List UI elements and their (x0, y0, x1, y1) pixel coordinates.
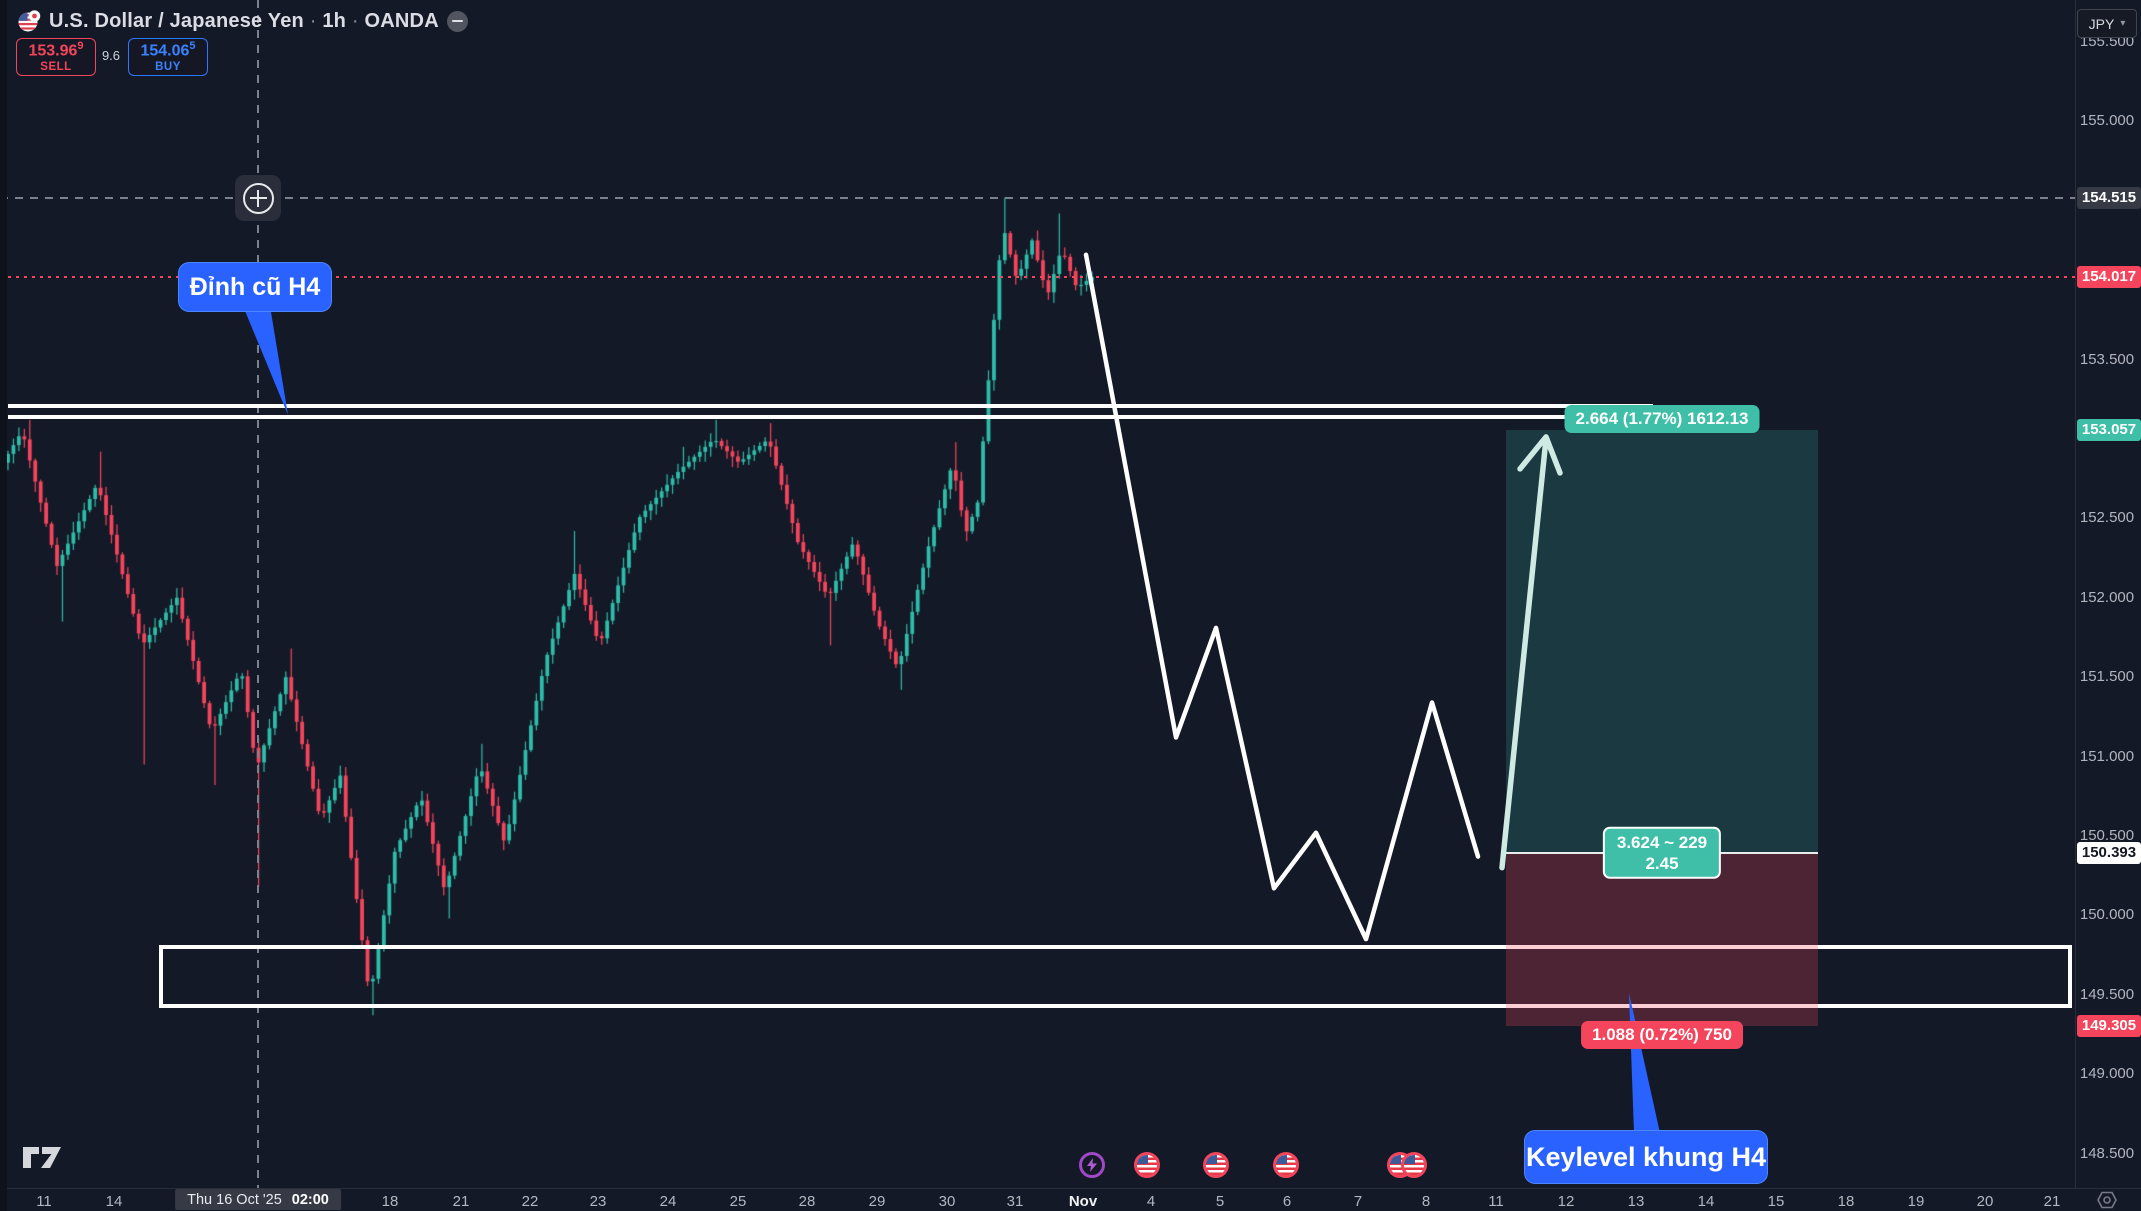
currency-label: JPY (2088, 15, 2115, 32)
position-qty-rr-label[interactable]: 3.624 ~ 229 2.45 (1602, 826, 1722, 880)
currency-selector[interactable]: JPY ▾ (2077, 9, 2137, 38)
price-tick-label: 151.500 (2079, 668, 2135, 686)
callout-keylevel-text: Keylevel khung H4 (1525, 1141, 1767, 1172)
crosshair-horizontal-line (0, 197, 2075, 200)
position-loss-zone[interactable] (1506, 852, 1818, 1026)
price-tick-label: 150.000 (2079, 906, 2135, 924)
price-tick-label: 148.500 (2079, 1144, 2135, 1162)
position-rr-text: 2.45 (1645, 853, 1679, 873)
time-tick-label: 28 (798, 1193, 816, 1210)
tooltip-time: 02:00 (291, 1191, 329, 1208)
time-tick-label: 18 (381, 1193, 399, 1210)
position-qty-text: 3.624 ~ 229 (1616, 832, 1708, 852)
price-tick-label: 149.500 (2079, 985, 2135, 1003)
position-target-label[interactable]: 2.664 (1.77%) 1612.13 (1564, 404, 1760, 433)
time-tick-label: 22 (521, 1193, 539, 1210)
price-tick-label: 149.000 (2079, 1065, 2135, 1083)
exchange-label: OANDA (364, 9, 439, 32)
sell-label: SELL (40, 60, 72, 73)
buy-price: 154.06 (140, 42, 190, 60)
time-tick-label: 7 (1353, 1193, 1363, 1210)
time-tick-label: 23 (589, 1193, 607, 1210)
price-axis-label-last-red: 154.017 (2077, 266, 2141, 289)
price-tick-label: 155.000 (2079, 112, 2135, 130)
price-tick-label: 152.000 (2079, 588, 2135, 606)
tradingview-logo[interactable] (22, 1146, 64, 1170)
time-tick-label: 11 (36, 1193, 52, 1210)
separator-dot: · (351, 9, 359, 32)
time-tick-label: 11 (1488, 1193, 1504, 1210)
time-tick-label: 15 (1767, 1193, 1785, 1210)
price-axis-label-target-teal: 153.057 (2077, 418, 2141, 441)
price-tick-label: 150.500 (2079, 826, 2135, 844)
position-profit-zone[interactable] (1506, 429, 1818, 853)
buy-price-pip: 5 (189, 40, 196, 53)
time-tick-label: 14 (105, 1193, 123, 1210)
left-toolbar-edge (0, 0, 7, 1211)
timeframe-label[interactable]: 1h (322, 9, 347, 32)
buy-label: BUY (155, 60, 181, 73)
crosshair-plus-icon (235, 175, 281, 222)
time-tick-label: 21 (452, 1193, 470, 1210)
price-tick-label: 152.500 (2079, 509, 2135, 527)
symbol-name: U.S. Dollar / Japanese Yen (49, 9, 304, 32)
price-axis[interactable]: 155.500 155.000 153.500 152.500 152.000 151.5… (2075, 0, 2141, 1188)
last-price-line (0, 276, 2075, 279)
callout-old-top-text: Đỉnh cũ H4 (189, 272, 321, 301)
symbol-header: U.S. Dollar / Japanese Yen · 1h · OANDA (18, 9, 468, 33)
event-icon-power[interactable] (1079, 1152, 1105, 1178)
time-tick-label: 8 (1421, 1193, 1431, 1210)
time-tick-label: 4 (1146, 1193, 1156, 1210)
time-tick-label: 5 (1215, 1193, 1225, 1210)
keylevel-rectangle[interactable] (159, 944, 2072, 1009)
time-tick-label: 21 (2043, 1193, 2061, 1210)
tooltip-date: Thu 16 Oct '25 (187, 1191, 282, 1208)
time-tick-label: 24 (659, 1193, 677, 1210)
time-axis[interactable]: 11 14 18 21 22 23 24 25 28 29 30 31 Nov 4 5 6 7 8 11 12 13 14… (0, 1188, 2141, 1211)
time-tick-label: 12 (1557, 1193, 1575, 1210)
time-tick-label: Nov (1068, 1193, 1098, 1210)
sell-button[interactable]: 153.969 SELL (16, 38, 96, 76)
price-tick-label: 153.500 (2079, 350, 2135, 368)
sell-price: 153.96 (28, 42, 78, 60)
event-icon-us-flag[interactable] (1203, 1152, 1229, 1178)
time-tick-label: 25 (729, 1193, 747, 1210)
separator-dot: · (309, 9, 317, 32)
key-level-line-upper[interactable] (8, 404, 1653, 409)
usdjpy-pair-icon (18, 9, 41, 31)
time-tick-label: 6 (1282, 1193, 1292, 1210)
key-level-line-lower[interactable] (8, 415, 1590, 419)
price-tick-label: 151.000 (2079, 747, 2135, 765)
crosshair-vertical-line (257, 0, 259, 1188)
hide-status-icon[interactable] (446, 10, 468, 32)
chart-plot-area[interactable]: 2.664 (1.77%) 1612.13 3.624 ~ 229 2.45 1… (0, 0, 2075, 1188)
time-tick-label: 30 (938, 1193, 956, 1210)
symbol-title[interactable]: U.S. Dollar / Japanese Yen · 1h · OANDA (49, 10, 439, 33)
crosshair-time-tooltip: Thu 16 Oct '25 02:00 (175, 1189, 341, 1210)
time-tick-label: 20 (1976, 1193, 1994, 1210)
sell-price-pip: 9 (77, 40, 84, 53)
time-tick-label: 14 (1697, 1193, 1715, 1210)
position-stop-label[interactable]: 1.088 (0.72%) 750 (1581, 1020, 1743, 1049)
time-tick-label: 31 (1006, 1193, 1024, 1210)
event-icon-us-flag[interactable] (1401, 1152, 1427, 1178)
callout-old-top-h4[interactable]: Đỉnh cũ H4 (178, 262, 332, 312)
time-tick-label: 19 (1907, 1193, 1925, 1210)
axis-settings-gear-icon[interactable] (2097, 1191, 2117, 1209)
event-icon-us-flag[interactable] (1273, 1152, 1299, 1178)
chevron-down-icon: ▾ (2120, 18, 2126, 29)
spread-value: 9.6 (101, 48, 121, 63)
price-axis-label-stop-red: 149.305 (2077, 1014, 2141, 1037)
price-axis-label-crosshair: 154.515 (2077, 187, 2141, 210)
time-tick-label: 18 (1837, 1193, 1855, 1210)
time-tick-label: 29 (868, 1193, 886, 1210)
price-axis-label-entry-white: 150.393 (2077, 841, 2141, 864)
buy-button[interactable]: 154.065 BUY (128, 38, 208, 76)
event-icon-us-flag[interactable] (1134, 1152, 1160, 1178)
callout-keylevel-h4[interactable]: Keylevel khung H4 (1524, 1130, 1768, 1184)
time-tick-label: 13 (1627, 1193, 1645, 1210)
